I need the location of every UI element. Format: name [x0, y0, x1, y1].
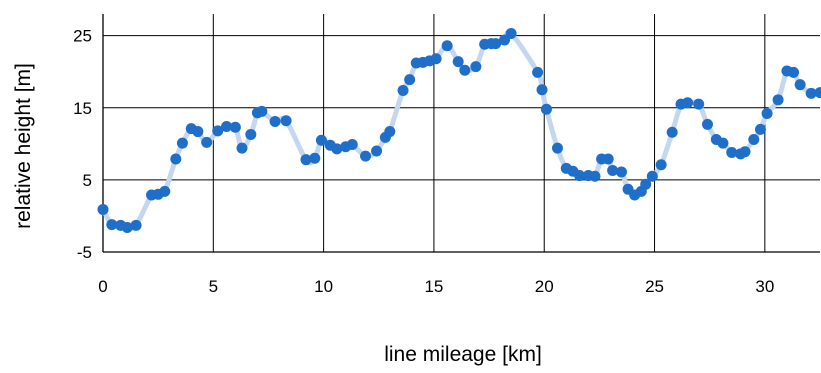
data-point [574, 170, 586, 182]
y-axis-label: relative height [m] [12, 63, 35, 229]
data-point [701, 118, 713, 130]
data-point [532, 66, 544, 78]
data-point [589, 170, 601, 182]
data-point [682, 97, 694, 109]
data-point [331, 143, 343, 155]
data-point [221, 121, 233, 133]
x-tick-label: 30 [755, 277, 774, 296]
data-point [726, 146, 738, 158]
y-tick-label: 15 [73, 99, 92, 118]
data-point [761, 108, 773, 120]
data-point [229, 121, 241, 133]
data-point [97, 203, 109, 215]
y-tick-label: -5 [77, 243, 92, 262]
data-point [607, 165, 619, 177]
data-point [300, 154, 312, 166]
x-tick-label: 20 [535, 277, 554, 296]
data-point [192, 126, 204, 138]
data-point [794, 79, 806, 91]
data-point [159, 185, 171, 197]
data-point [805, 87, 817, 99]
data-point [280, 115, 292, 127]
data-point [176, 137, 188, 149]
data-point [245, 128, 257, 140]
data-point [748, 133, 760, 145]
data-point [540, 103, 552, 115]
data-point [640, 178, 652, 190]
data-point [269, 115, 281, 127]
data-point [452, 56, 464, 68]
data-point [106, 219, 118, 231]
data-point [384, 126, 396, 138]
data-points [97, 27, 821, 233]
data-point [360, 150, 372, 162]
data-point [551, 142, 563, 154]
data-point [212, 125, 224, 137]
data-point [754, 123, 766, 135]
data-point [655, 159, 667, 171]
x-tick-label: 15 [424, 277, 443, 296]
data-point [404, 74, 416, 86]
y-tick-labels: -5 5 15 25 [73, 27, 92, 262]
x-tick-label: 0 [98, 277, 107, 296]
y-tick-label: 25 [73, 27, 92, 46]
data-point [739, 146, 751, 158]
data-point [646, 170, 658, 182]
data-point [470, 61, 482, 73]
data-point [693, 98, 705, 110]
data-point [236, 142, 248, 154]
data-point [397, 84, 409, 96]
data-point [256, 105, 268, 117]
data-point [505, 27, 517, 39]
data-point [170, 153, 182, 165]
data-point [717, 137, 729, 149]
data-point [666, 126, 678, 138]
data-point [346, 139, 358, 151]
data-point [309, 152, 321, 164]
data-point [201, 136, 213, 148]
x-tick-label: 10 [314, 277, 333, 296]
data-point [121, 221, 133, 233]
data-point [315, 134, 327, 146]
x-tick-labels: 0 5 10 15 20 25 30 [98, 277, 774, 296]
data-point [130, 219, 142, 231]
data-point [772, 94, 784, 106]
data-point [490, 38, 502, 50]
data-point [371, 145, 383, 157]
data-point [430, 53, 442, 65]
y-tick-label: 5 [83, 171, 92, 190]
x-axis-label: line mileage [km] [384, 343, 542, 366]
x-tick-label: 5 [209, 277, 218, 296]
data-point [536, 84, 548, 96]
data-point [814, 87, 821, 99]
data-point [459, 64, 471, 76]
data-point [615, 166, 627, 178]
data-point [602, 153, 614, 165]
data-point [441, 40, 453, 52]
data-point [788, 66, 800, 78]
x-tick-label: 25 [645, 277, 664, 296]
